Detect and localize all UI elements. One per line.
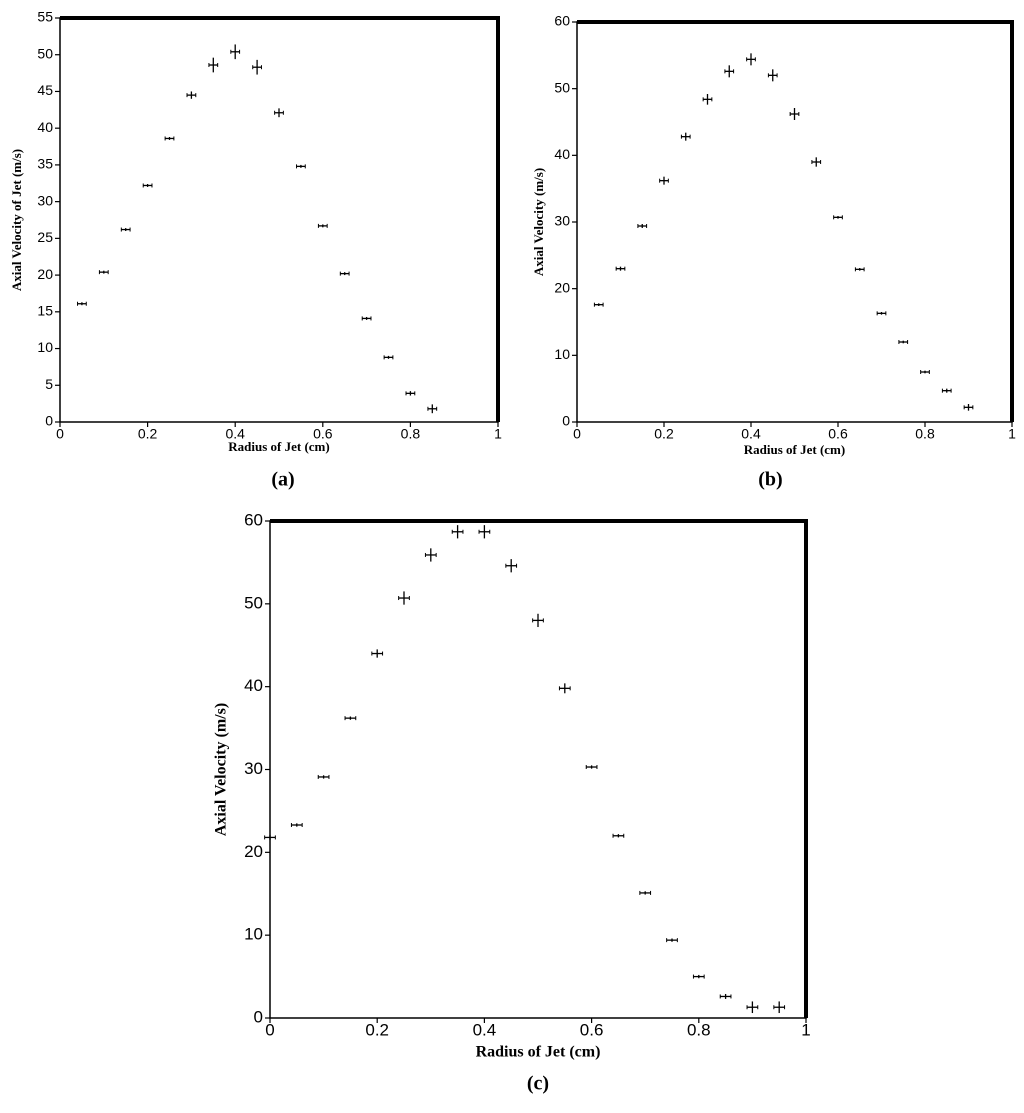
y-tick-label: 25 [37,229,53,245]
y-tick-label: 30 [37,192,53,208]
y-tick-label: 5 [45,376,53,392]
y-tick-label: 55 [37,9,53,25]
y-tick-label: 40 [244,676,263,695]
y-axis-label: Axial Velocity (m/s) [213,703,230,836]
y-tick-label: 60 [244,510,263,529]
x-tick-label: 0.2 [138,426,158,442]
x-tick-label: 0.6 [313,426,333,442]
x-axis-label: Radius of Jet (cm) [228,439,329,454]
y-tick-label: 20 [244,842,263,861]
y-tick-label: 50 [244,593,263,612]
x-tick-label: 0.6 [580,1020,604,1039]
x-tick-label: 0.6 [828,426,848,442]
x-tick-label: 0.8 [401,426,421,442]
y-axis-label: Axial Velocity (m/s) [531,168,546,276]
y-tick-label: 35 [37,156,53,172]
x-axis-label: Radius of Jet (cm) [476,1044,601,1061]
x-tick-label: 1 [1008,426,1016,442]
x-tick-label: 0 [265,1020,274,1039]
y-tick-label: 45 [37,82,53,98]
panel-caption: (a) [271,469,294,491]
panel-caption: (c) [527,1073,549,1095]
plot-frame [269,520,807,1019]
y-tick-label: 10 [554,346,570,362]
y-tick-label: 20 [37,266,53,282]
y-tick-label: 0 [562,413,570,429]
x-tick-label: 0.4 [225,426,245,442]
y-tick-label: 30 [554,213,570,229]
x-tick-label: 0.8 [687,1020,711,1039]
y-axis-label: Axial Velocity of Jet (m/s) [9,149,24,291]
y-tick-label: 0 [254,1007,263,1026]
y-tick-label: 40 [37,119,53,135]
x-tick-label: 0.4 [741,426,761,442]
x-axis-label: Radius of Jet (cm) [744,442,845,457]
y-tick-label: 50 [37,45,53,61]
y-tick-label: 50 [554,79,570,95]
x-tick-label: 0.8 [915,426,935,442]
x-tick-label: 0.4 [473,1020,497,1039]
y-tick-label: 0 [45,413,53,429]
y-tick-label: 10 [37,339,53,355]
x-tick-label: 0 [573,426,581,442]
x-tick-label: 0.2 [654,426,674,442]
y-tick-label: 10 [244,925,263,944]
y-tick-label: 40 [554,146,570,162]
plot-frame [576,21,1013,423]
plot-frame [59,17,499,423]
y-tick-label: 20 [554,279,570,295]
panel-caption: (b) [758,469,782,491]
y-tick-label: 15 [37,303,53,319]
x-tick-label: 0 [56,426,64,442]
y-tick-label: 60 [554,13,570,29]
x-tick-label: 1 [801,1020,810,1039]
x-tick-label: 0.2 [365,1020,389,1039]
y-tick-label: 30 [244,759,263,778]
x-tick-label: 1 [494,426,502,442]
